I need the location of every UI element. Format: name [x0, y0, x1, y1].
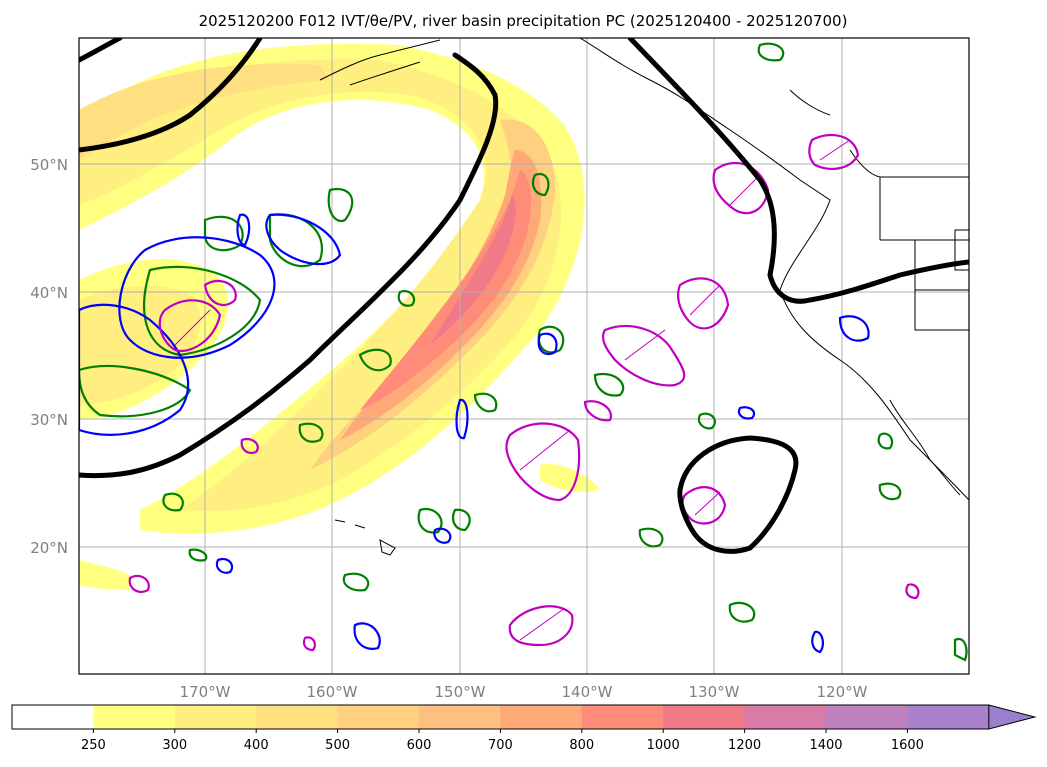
ivt-band-300	[79, 59, 562, 512]
baja-coast	[889, 399, 961, 496]
lat-label: 20°N	[30, 539, 68, 557]
colorbar-tick-label: 600	[407, 738, 432, 753]
map-frame	[78, 37, 970, 675]
ivt-band-southeast	[540, 464, 600, 492]
lon-label: 140°W	[562, 683, 613, 701]
colorbar-tick-label: 500	[325, 738, 350, 753]
ivt-band-left-inner	[79, 285, 201, 405]
colorbar-tick-label: 300	[162, 738, 187, 753]
colorbar-tick-label: 700	[488, 738, 513, 753]
lat-label: 50°N	[30, 156, 68, 174]
north-america-coast	[779, 179, 969, 501]
lon-label: 130°W	[689, 683, 740, 701]
colorbar-segment	[12, 705, 94, 729]
graticule	[79, 38, 969, 674]
lon-label: 170°W	[180, 683, 231, 701]
height-contours	[79, 38, 969, 554]
lon-label: 120°W	[817, 683, 868, 701]
colorbar-segment	[581, 705, 664, 729]
colorbar-tick-label: 1600	[891, 738, 924, 753]
colorbar-tick-label: 1200	[728, 738, 761, 753]
state-borders	[879, 177, 969, 331]
colorbar-tick-label: 1000	[647, 738, 680, 753]
precip-hatching	[174, 139, 851, 641]
colorbar-segment	[174, 705, 257, 729]
latitude-labels: 50°N 40°N 30°N 20°N	[30, 156, 68, 557]
colorbar-extend-arrow	[988, 704, 1037, 730]
colorbar-tick-label: 250	[81, 738, 106, 753]
coastlines	[319, 38, 969, 556]
canada-inland	[789, 89, 881, 178]
colorbar-segment	[744, 705, 827, 729]
map-title: 2025120200 F012 IVT/θe/PV, river basin p…	[199, 12, 848, 30]
map-panel	[78, 37, 970, 675]
ivt-band-800	[360, 170, 532, 410]
colorbar: 250 300 400 500 600 700 800 1000 1200 1400 1600	[11, 704, 1037, 753]
ivt-band-1000	[430, 195, 516, 345]
colorbar-tick-label: 400	[244, 738, 269, 753]
hawaii	[334, 519, 396, 556]
colorbar-segment	[419, 705, 501, 729]
longitude-labels: 170°W 160°W 150°W 140°W 130°W 120°W	[180, 683, 868, 701]
colorbar-segment	[337, 705, 420, 729]
colorbar-segment	[663, 705, 746, 729]
ivt-band-400	[79, 64, 330, 160]
pv-contours	[79, 213, 870, 654]
colorbar-segment	[826, 705, 908, 729]
lat-label: 30°N	[30, 411, 68, 429]
colorbar-tick-label: 800	[569, 738, 594, 753]
theta-e-contours	[79, 42, 968, 662]
colorbar-segment	[907, 705, 990, 729]
lat-label: 40°N	[30, 284, 68, 302]
colorbar-segment	[500, 705, 583, 729]
lon-label: 160°W	[307, 683, 358, 701]
lon-label: 150°W	[435, 683, 486, 701]
colorbar-segment	[256, 705, 339, 729]
ivt-band-south	[79, 560, 130, 590]
colorbar-segment	[93, 705, 176, 729]
colorbar-tick-label: 1400	[809, 738, 842, 753]
